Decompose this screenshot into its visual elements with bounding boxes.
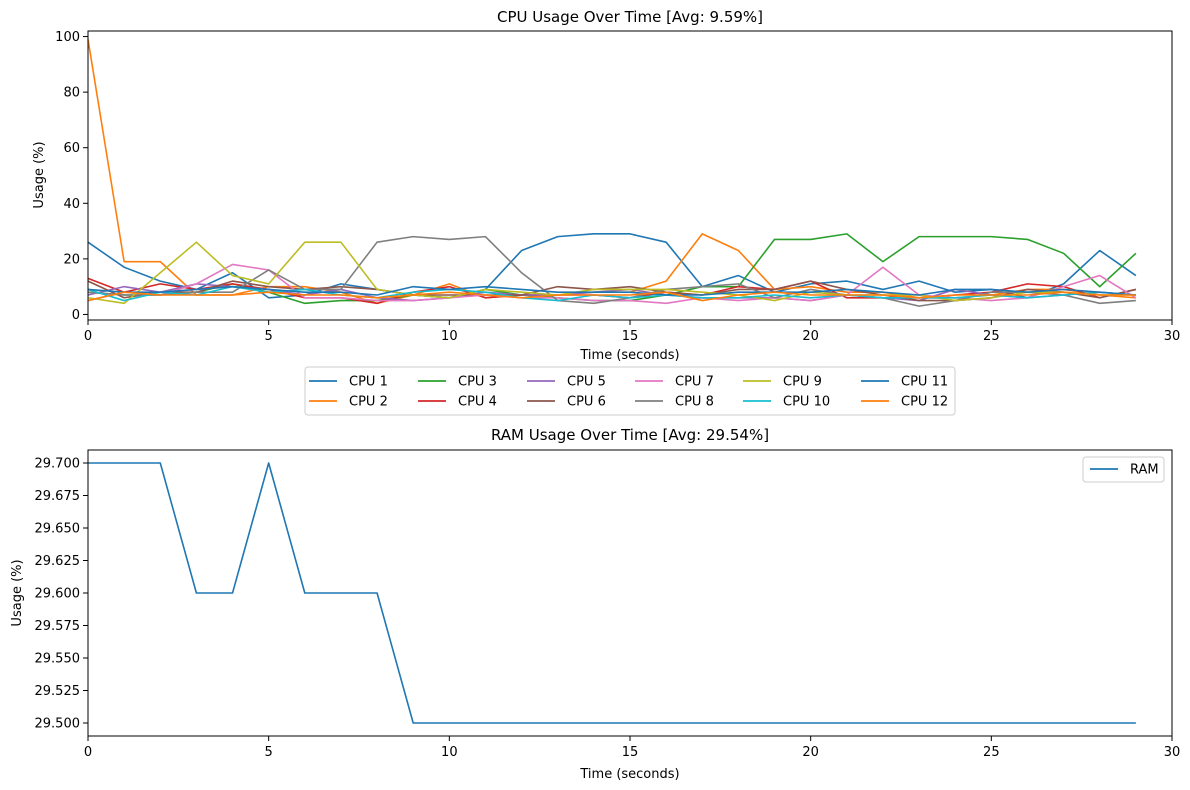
y-tick-label: 29.650 [35,522,81,537]
ram-legend-box [1082,456,1165,483]
x-tick-label: 10 [441,745,458,760]
legend-label: CPU 10 [783,395,830,410]
y-tick-label: 29.575 [35,619,81,634]
legend-label: CPU 12 [901,395,948,410]
legend-label: CPU 3 [458,375,497,390]
y-tick-label: 29.550 [35,652,81,667]
series-line-cpu-9 [87,241,1136,305]
cpu-legend-box [304,366,956,416]
legend-label: CPU 2 [349,395,388,410]
x-tick-label: 0 [84,329,92,344]
ram-series-group [88,462,1136,724]
legend-label: CPU 9 [783,375,822,390]
series-line-cpu-2 [87,39,1136,305]
cpu-chart-title: CPU Usage Over Time [Avg: 9.59%] [497,8,763,26]
series-line-cpu-12 [87,291,1136,302]
y-tick-label: 29.600 [35,587,81,602]
series-line-cpu-11 [87,285,1136,296]
x-tick-label: 30 [1164,745,1181,760]
series-line-ram [88,462,1136,724]
ram-chart-title: RAM Usage Over Time [Avg: 29.54%] [491,426,769,444]
y-tick-label: 29.500 [35,717,81,732]
x-tick-label: 25 [983,745,1000,760]
cpu-y-axis-label: Usage (%) [32,141,47,208]
x-tick-label: 5 [265,329,273,344]
x-tick-label: 5 [265,745,273,760]
legend-label: CPU 4 [458,395,497,410]
y-tick-label: 29.525 [35,684,81,699]
x-tick-label: 25 [983,329,1000,344]
series-line-cpu-10 [87,285,1136,302]
legend-label: CPU 11 [901,375,948,390]
cpu-x-axis-label: Time (seconds) [579,348,679,363]
y-tick-label: 0 [72,308,80,323]
legend-label: CPU 8 [675,395,714,410]
ram-y-axis-label: Usage (%) [10,559,25,626]
x-tick-label: 10 [441,329,458,344]
x-tick-label: 15 [622,745,639,760]
ram-plot-frame [87,449,1173,737]
y-tick-label: 29.625 [35,554,81,569]
legend-label: CPU 7 [675,375,714,390]
legend-label: RAM [1130,463,1159,478]
series-line-cpu-1 [87,233,1137,299]
y-tick-label: 29.675 [35,489,81,504]
x-tick-label: 20 [802,745,819,760]
legend-label: CPU 5 [567,375,606,390]
cpu-series-group [87,39,1137,307]
ram-legend: RAM [1082,456,1165,483]
ram-ticks-group: 0 5 10 15 20 25 30 29.500 29.525 29.550 29.575 29.6… [35,457,1181,761]
y-tick-label: 100 [55,30,80,45]
legend-label: CPU 6 [567,395,606,410]
y-tick-label: 29.700 [35,457,81,472]
ram-x-axis-label: Time (seconds) [579,767,679,782]
y-tick-label: 20 [63,252,80,267]
y-tick-label: 80 [63,86,80,101]
y-tick-label: 40 [63,197,80,212]
ram-chart: RAM Usage Over Time [Avg: 29.54%] 0 5 10 15… [10,426,1180,782]
cpu-plot-frame [87,30,1173,321]
legend-label: CPU 1 [349,375,388,390]
x-tick-label: 20 [802,329,819,344]
x-tick-label: 30 [1164,329,1181,344]
cpu-chart: CPU Usage Over Time [Avg: 9.59%] 0 5 10 15 2… [32,8,1180,416]
cpu-legend: CPU 1 CPU 2 CPU 3 CPU 4 CPU 5 CPU 6 CPU 7 CPU 8… [304,366,956,416]
x-tick-label: 0 [84,745,92,760]
x-tick-label: 15 [622,329,639,344]
y-tick-label: 60 [63,141,80,156]
cpu-ticks-group: 0 5 10 15 20 25 30 0 20 40 60 80 100 [55,30,1180,344]
series-line-cpu-8 [87,235,1136,307]
